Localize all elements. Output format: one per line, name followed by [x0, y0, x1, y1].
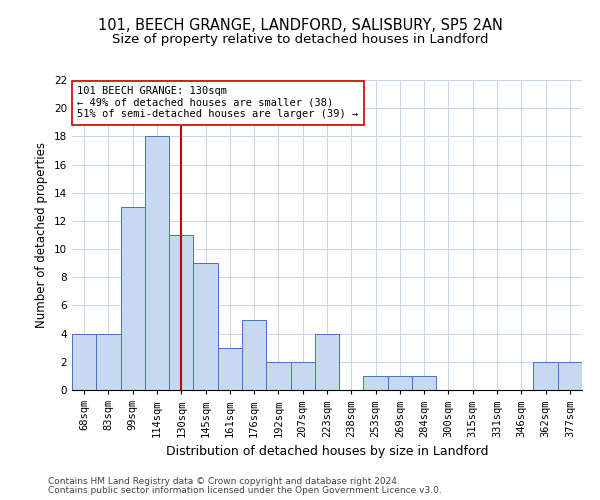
Bar [558, 362, 582, 390]
Text: Size of property relative to detached houses in Landford: Size of property relative to detached ho… [112, 32, 488, 46]
Bar [72, 334, 96, 390]
Bar [533, 362, 558, 390]
X-axis label: Distribution of detached houses by size in Landford: Distribution of detached houses by size … [166, 445, 488, 458]
Bar [121, 207, 145, 390]
Bar [315, 334, 339, 390]
Bar [266, 362, 290, 390]
Text: Contains HM Land Registry data © Crown copyright and database right 2024.: Contains HM Land Registry data © Crown c… [48, 477, 400, 486]
Y-axis label: Number of detached properties: Number of detached properties [35, 142, 49, 328]
Bar [388, 376, 412, 390]
Bar [96, 334, 121, 390]
Bar [242, 320, 266, 390]
Text: Contains public sector information licensed under the Open Government Licence v3: Contains public sector information licen… [48, 486, 442, 495]
Bar [169, 235, 193, 390]
Bar [412, 376, 436, 390]
Bar [218, 348, 242, 390]
Bar [290, 362, 315, 390]
Bar [193, 263, 218, 390]
Bar [364, 376, 388, 390]
Text: 101 BEECH GRANGE: 130sqm
← 49% of detached houses are smaller (38)
51% of semi-d: 101 BEECH GRANGE: 130sqm ← 49% of detach… [77, 86, 358, 120]
Text: 101, BEECH GRANGE, LANDFORD, SALISBURY, SP5 2AN: 101, BEECH GRANGE, LANDFORD, SALISBURY, … [98, 18, 502, 32]
Bar [145, 136, 169, 390]
